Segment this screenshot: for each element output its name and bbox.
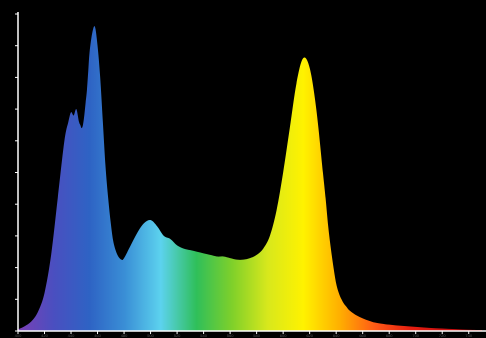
x-tick-label: 460 — [94, 333, 101, 338]
y-axis-ticks — [15, 13, 18, 332]
x-tick-label: 540 — [200, 333, 207, 338]
x-tick-label: 480 — [121, 333, 128, 338]
x-tick-label: 660 — [359, 333, 366, 338]
spectrum-area — [18, 26, 482, 331]
x-tick-label: 640 — [333, 333, 340, 338]
x-tick-label: 500 — [147, 333, 154, 338]
axes — [17, 12, 486, 332]
x-tick-label: 520 — [174, 333, 181, 338]
x-axis-ticks: 400 420 440 460 480 500 520 540 560 580 600 620 640 6… — [15, 331, 473, 338]
x-tick-label: 740 — [465, 333, 472, 338]
x-tick-label: 400 — [15, 333, 22, 338]
x-tick-label: 720 — [439, 333, 446, 338]
x-tick-label: 620 — [306, 333, 313, 338]
x-tick-label: 440 — [68, 333, 75, 338]
x-tick-label: 580 — [253, 333, 260, 338]
x-tick-label: 700 — [412, 333, 419, 338]
x-tick-label: 420 — [41, 333, 48, 338]
plot-area — [18, 26, 482, 331]
x-tick-label: 560 — [227, 333, 234, 338]
x-tick-label: 680 — [386, 333, 393, 338]
x-tick-label: 600 — [280, 333, 287, 338]
